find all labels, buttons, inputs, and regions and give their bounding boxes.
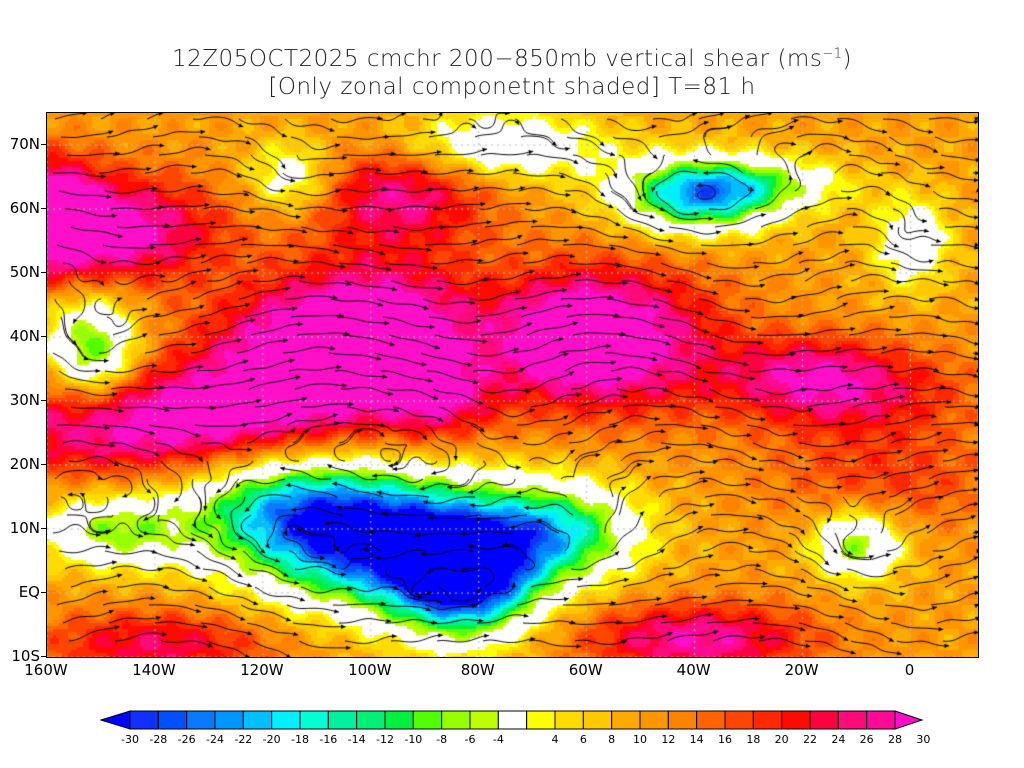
colorbar-label: 28: [888, 733, 902, 746]
colorbar-label: 6: [579, 733, 587, 746]
plot-title-line1: 12Z05OCT2025 cmchr 200−850mb vertical sh…: [0, 46, 1024, 72]
lat-tick: [41, 656, 46, 657]
colorbar-label: 22: [803, 733, 817, 746]
colorbar-label: 12: [661, 733, 676, 746]
lat-tick: [41, 400, 46, 401]
colorbar-box: [214, 710, 244, 730]
colorbar-label: 10: [633, 733, 647, 746]
lat-tick-label: 30N: [9, 391, 40, 409]
lat-tick-label: 10S: [11, 647, 40, 665]
lat-tick-label: 10N: [9, 519, 40, 537]
lat-tick: [41, 336, 46, 337]
colorbar-box: [242, 710, 273, 730]
colorbar-box: [752, 710, 783, 730]
colorbar-label: 20: [774, 733, 789, 746]
colorbar-label: -18: [291, 733, 309, 746]
colorbar-box: [271, 710, 301, 730]
colorbar-box: [639, 710, 669, 730]
colorbar-label: -26: [177, 733, 196, 746]
colorbar-box: [327, 710, 358, 730]
lat-tick-label: 20N: [9, 455, 40, 473]
colorbar-label: -12: [376, 733, 394, 746]
colorbar-box: [837, 710, 868, 730]
lat-tick-label: 40N: [9, 327, 40, 345]
colorbar-label: -24: [206, 733, 224, 746]
lon-tick-label: 120W: [240, 661, 284, 679]
lat-tick-label: 70N: [9, 135, 40, 153]
plot-title-line2: [Only zonal componetnt shaded] T=81 h: [268, 74, 756, 100]
lat-tick-label: 50N: [9, 263, 40, 281]
lat-tick: [41, 464, 46, 465]
colorbar-label: -22: [234, 733, 253, 746]
colorbar-box: [157, 710, 188, 730]
lon-tick-label: 80W: [460, 661, 495, 679]
colorbar-box: [299, 710, 329, 730]
colorbar-box: [497, 710, 528, 730]
title-close-paren: ): [842, 46, 852, 72]
colorbar-box: [809, 710, 839, 730]
lon-tick-label: 60W: [568, 661, 603, 679]
lon-tick-label: 100W: [348, 661, 392, 679]
colorbar-box: [724, 710, 754, 730]
colorbar-box: [611, 710, 641, 730]
title-text: 12Z05OCT2025 cmchr 200−850mb vertical sh…: [172, 46, 823, 72]
lat-tick: [41, 208, 46, 209]
colorbar-label: 24: [831, 733, 846, 746]
colorbar-box: [554, 710, 584, 730]
colorbar-box: [582, 710, 613, 730]
colorbar-label: 30: [916, 733, 931, 746]
lon-tick-label: 0: [904, 661, 915, 679]
colorbar-box: [696, 710, 726, 730]
colorbar-label: -8: [436, 733, 448, 746]
colorbar-label: -16: [319, 733, 338, 746]
lon-tick-label: 20W: [784, 661, 819, 679]
colorbar-label: -14: [347, 733, 366, 746]
lat-tick: [41, 272, 46, 273]
colorbar-label: -6: [464, 733, 476, 746]
colorbar-box: [667, 710, 698, 730]
colorbar-label: -4: [492, 733, 504, 746]
colorbar-high-arrow: [894, 710, 924, 730]
shear-map: [46, 112, 979, 658]
colorbar-label: -28: [149, 733, 168, 746]
colorbar-label: -10: [404, 733, 423, 746]
lon-tick-label: 140W: [132, 661, 176, 679]
colorbar-label: 26: [859, 733, 874, 746]
colorbar-label: 14: [689, 733, 704, 746]
lat-tick: [41, 144, 46, 145]
colorbar-box: [781, 710, 811, 730]
colorbar: [100, 710, 924, 730]
colorbar-box: [129, 710, 159, 730]
colorbar-label: 8: [608, 733, 616, 746]
colorbar-box: [469, 710, 499, 730]
colorbar-label: 16: [718, 733, 732, 746]
colorbar-box: [384, 710, 414, 730]
lon-tick-label: 160W: [24, 661, 68, 679]
lat-tick-label: 60N: [9, 199, 40, 217]
colorbar-box: [441, 710, 471, 730]
colorbar-low-arrow: [100, 710, 131, 730]
colorbar-box: [186, 710, 216, 730]
colorbar-label: 18: [746, 733, 761, 746]
lat-tick: [41, 592, 46, 593]
title-units-exponent: −1: [822, 46, 843, 62]
colorbar-label: -30: [121, 733, 139, 746]
lon-tick-label: 40W: [676, 661, 711, 679]
colorbar-box: [526, 710, 556, 730]
colorbar-box: [356, 710, 386, 730]
colorbar-box: [866, 710, 896, 730]
colorbar-label: -20: [262, 733, 281, 746]
lat-tick-label: EQ: [18, 583, 40, 601]
colorbar-label: 4: [551, 733, 559, 746]
lat-tick: [41, 528, 46, 529]
colorbar-box: [412, 710, 443, 730]
